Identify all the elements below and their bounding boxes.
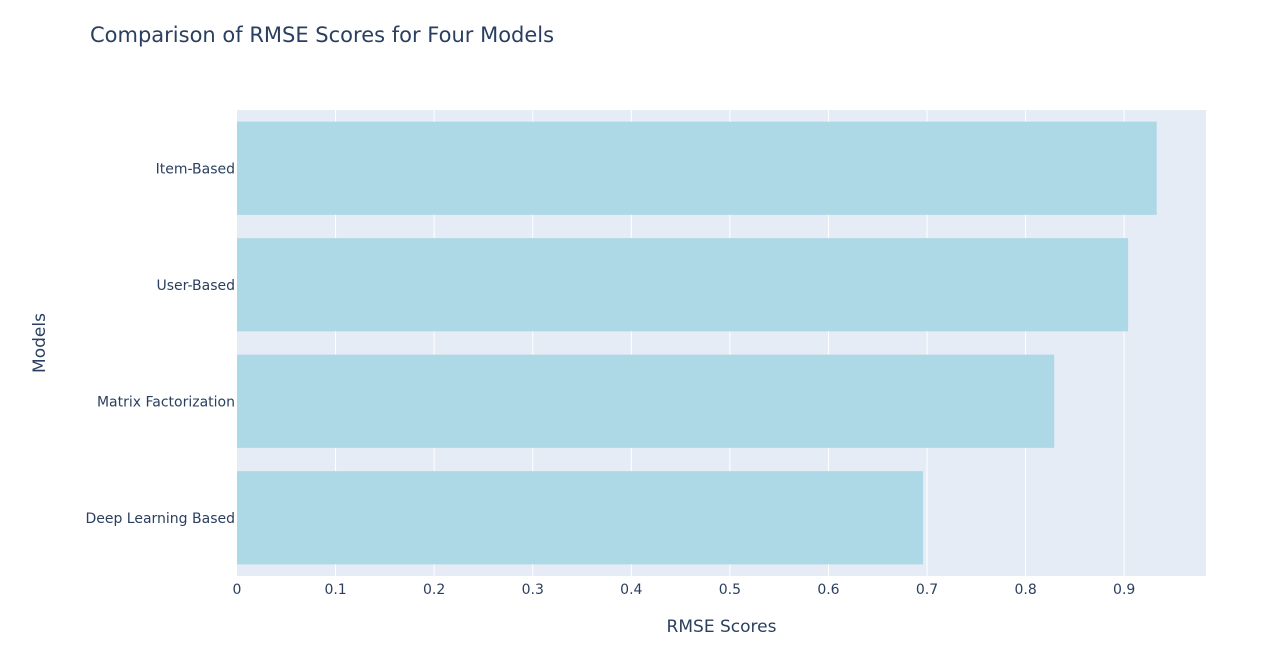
y-category-label: Item-Based: [156, 161, 235, 177]
x-tick-label: 0.3: [522, 582, 544, 598]
bar: [237, 121, 1157, 215]
x-tick-label: 0.5: [719, 582, 741, 598]
y-category-label: Deep Learning Based: [85, 511, 235, 527]
y-category-label: User-Based: [156, 278, 235, 294]
x-tick-labels: 0 0.1 0.2 0.3 0.4 0.5 0.6 0.7 0.8 0.9: [233, 582, 1136, 598]
x-tick-label: 0.8: [1014, 582, 1036, 598]
bar: [237, 354, 1055, 448]
y-category-label: Matrix Factorization: [97, 394, 235, 410]
x-tick-label: 0.9: [1113, 582, 1135, 598]
y-category-labels: Item-Based User-Based Matrix Factorization…: [85, 161, 235, 527]
bar: [237, 238, 1129, 332]
bar: [237, 471, 924, 565]
y-axis-title: Models: [30, 313, 50, 373]
x-tick-label: 0.7: [916, 582, 938, 598]
bars-group: [237, 121, 1157, 565]
x-tick-label: 0.2: [423, 582, 445, 598]
x-tick-label: 0.6: [817, 582, 839, 598]
chart-title: Comparison of RMSE Scores for Four Model…: [90, 23, 554, 47]
x-axis-title: RMSE Scores: [667, 617, 777, 637]
x-tick-label: 0: [233, 582, 242, 598]
x-tick-label: 0.1: [324, 582, 346, 598]
x-tick-label: 0.4: [620, 582, 642, 598]
